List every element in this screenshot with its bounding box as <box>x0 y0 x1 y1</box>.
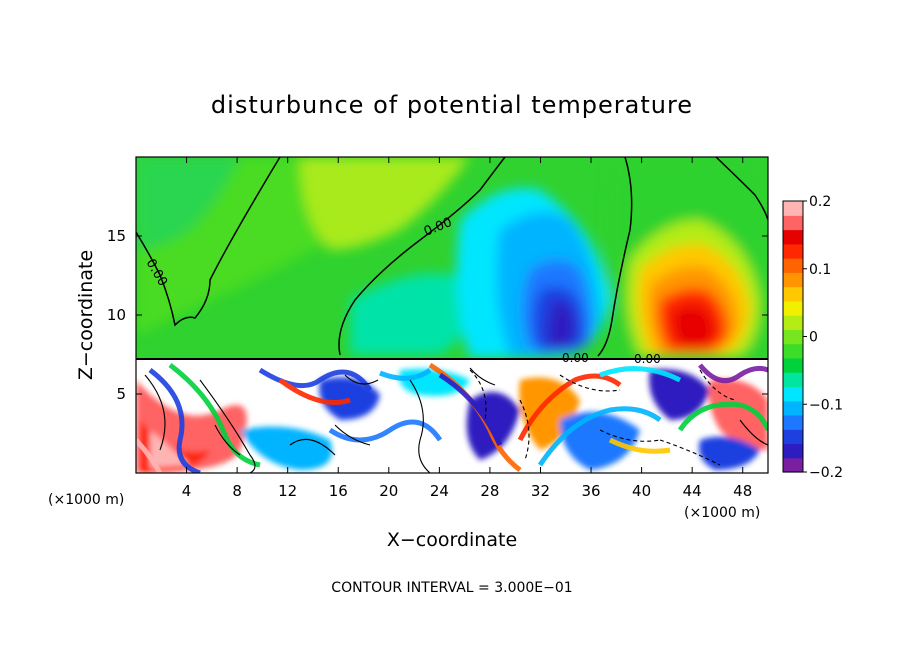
x-tick-label: 20 <box>379 482 398 500</box>
x-tick-label: 44 <box>683 482 702 500</box>
colorbar-frame <box>782 200 804 473</box>
x-tick-label: 12 <box>278 482 297 500</box>
contour-label: 0.00 <box>562 351 589 365</box>
colorbar-swatch <box>783 429 803 445</box>
colorbar <box>783 201 803 473</box>
x-tick-label: 48 <box>733 482 752 500</box>
x-tick-label: 16 <box>329 482 348 500</box>
colorbar-swatch <box>783 315 803 330</box>
x-axis-label: X−coordinate <box>387 529 517 551</box>
y-tick-label: 5 <box>116 385 126 403</box>
x-axis-ticks: 4 8 12 16 20 24 28 32 36 40 44 48 <box>182 157 752 500</box>
colorbar-swatch <box>783 229 803 245</box>
colorbar-tick-label: 0 <box>809 330 818 346</box>
colorbar-swatch <box>783 386 803 402</box>
colorbar-swatch <box>783 300 803 316</box>
colorbar-swatch <box>783 258 803 273</box>
x-unit-left: (×1000 m) <box>48 492 124 508</box>
colorbar-tick-label: −0.1 <box>809 397 843 413</box>
colorbar-swatch <box>783 201 803 216</box>
colorbar-swatch <box>783 457 803 473</box>
colorbar-swatch <box>783 343 803 359</box>
y-axis-label: Z−coordinate <box>75 250 97 380</box>
lower-turbulent-layer <box>136 359 768 473</box>
colorbar-swatch <box>783 414 803 430</box>
y-axis-ticks: 5 10 15 <box>107 227 768 403</box>
x-tick-label: 32 <box>531 482 550 500</box>
colorbar-tick-label: 0.2 <box>809 194 831 210</box>
chart-title: disturbunce of potential temperature <box>211 91 693 119</box>
colorbar-swatch <box>783 329 803 345</box>
y-tick-label: 10 <box>107 306 126 324</box>
colorbar-tick-label: −0.2 <box>809 465 843 481</box>
x-tick-label: 24 <box>430 482 449 500</box>
colorbar-swatch <box>783 243 803 259</box>
zero-contour-lines <box>136 157 768 360</box>
contour-label: 0.00 <box>634 352 661 366</box>
heatmap-field <box>136 157 768 473</box>
x-tick-label: 28 <box>480 482 499 500</box>
contour-interval-note: CONTOUR INTERVAL = 3.000E−01 <box>331 580 572 596</box>
x-tick-label: 36 <box>581 482 600 500</box>
colorbar-swatch <box>783 272 803 288</box>
x-tick-label: 40 <box>632 482 651 500</box>
colorbar-swatch <box>783 400 803 416</box>
upper-field-blobs <box>136 157 768 358</box>
colorbar-swatch <box>783 357 803 373</box>
x-unit-right: (×1000 m) <box>684 505 760 521</box>
colorbar-swatch <box>783 286 803 302</box>
colorbar-ticks: 0.2 0.1 0 −0.1 −0.2 <box>803 194 843 481</box>
colorbar-tick-label: 0.1 <box>809 262 831 278</box>
x-tick-label: 8 <box>232 482 242 500</box>
x-tick-label: 4 <box>182 482 192 500</box>
colorbar-swatch <box>783 215 803 231</box>
colorbar-swatch <box>783 443 803 459</box>
y-tick-label: 15 <box>107 227 126 245</box>
colorbar-swatch <box>783 372 803 388</box>
